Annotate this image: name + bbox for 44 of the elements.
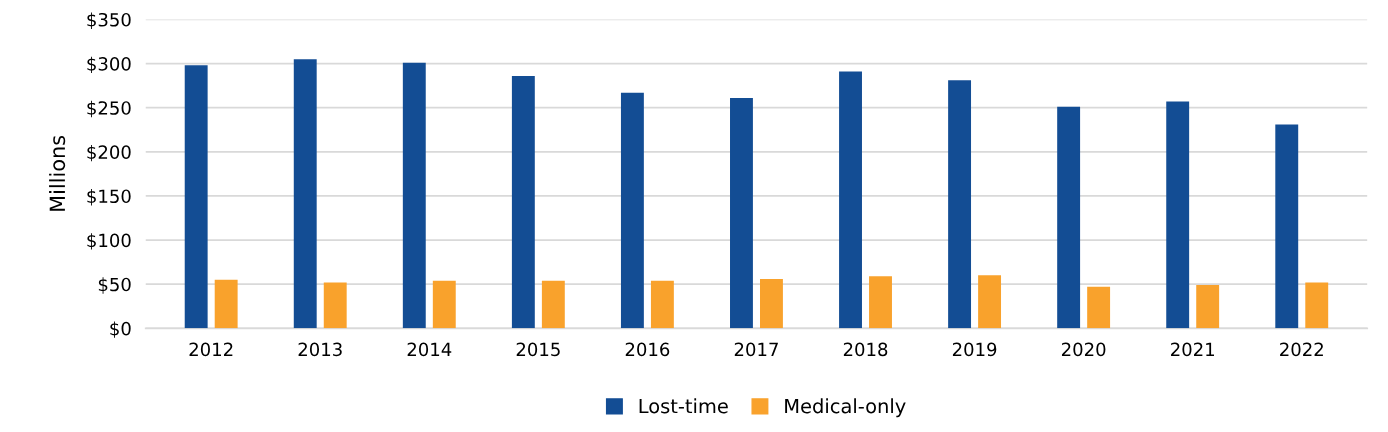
x-tick-label: 2019: [952, 342, 997, 357]
bar: [432, 280, 456, 329]
bar: [978, 275, 1002, 329]
x-tick-label: 2021: [1171, 342, 1214, 357]
x-tick-label: 2016: [625, 342, 670, 357]
bar: [1087, 286, 1111, 329]
x-tick-label: 2018: [843, 342, 888, 357]
bar: [402, 62, 426, 329]
bar: [760, 278, 783, 329]
y-tick-label: $350: [87, 12, 131, 29]
bar: [1196, 285, 1220, 329]
bar: [620, 92, 644, 329]
y-tick-label: $250: [87, 100, 131, 118]
x-tick-label: 2020: [1061, 342, 1106, 357]
bar: [214, 279, 238, 329]
bar: [541, 280, 565, 329]
y-tick-label: $0: [110, 321, 131, 338]
bar: [1166, 101, 1190, 329]
bar: [948, 80, 972, 329]
bar: [1057, 106, 1081, 329]
bar: [650, 280, 674, 329]
bar: [730, 97, 753, 329]
x-tick-label: 2017: [734, 342, 778, 357]
bar: [1305, 282, 1329, 329]
x-tick-label: 2013: [298, 342, 342, 357]
y-tick-label: $100: [87, 233, 131, 250]
bar: [1275, 124, 1299, 329]
y-tick-label: $50: [98, 277, 131, 294]
y-axis-title: Millions: [49, 135, 66, 211]
x-tick-label: 2022: [1280, 342, 1323, 357]
legend-label: Medical-only: [785, 398, 906, 418]
bar: [839, 71, 862, 329]
x-tick-label: 2012: [189, 342, 233, 357]
bar: [323, 282, 347, 329]
bar: [511, 75, 535, 329]
y-tick-label: $200: [87, 144, 131, 162]
y-tick-label: $150: [87, 189, 131, 206]
legend-label: Lost-time: [639, 398, 728, 414]
x-tick-label: 2015: [516, 342, 560, 357]
y-tick-label: $300: [87, 56, 131, 74]
x-tick-label: 2014: [407, 342, 452, 357]
bar: [293, 59, 317, 329]
bar: [184, 65, 208, 329]
bar: [869, 276, 892, 329]
